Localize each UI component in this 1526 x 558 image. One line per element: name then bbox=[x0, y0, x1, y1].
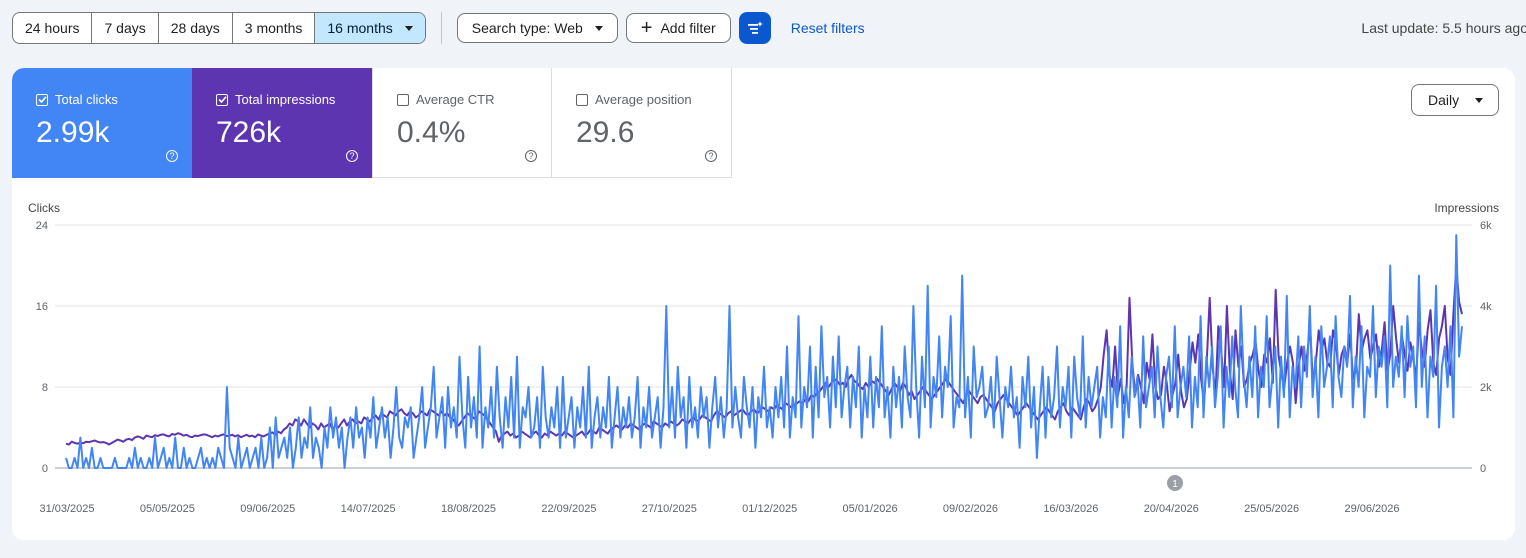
metric-value: 29.6 bbox=[576, 116, 635, 149]
metric-label: Total clicks bbox=[55, 92, 118, 107]
metric-value: 726k bbox=[216, 116, 282, 149]
range-7-days[interactable]: 7 days bbox=[92, 13, 159, 43]
right-tick-label: 4k bbox=[1480, 301, 1492, 313]
metric-value: 0.4% bbox=[397, 116, 466, 149]
x-axis-label: 01/12/2025 bbox=[742, 503, 797, 515]
left-tick-label: 16 bbox=[36, 301, 48, 313]
granularity-dropdown[interactable]: Daily bbox=[1411, 84, 1499, 116]
series-lines bbox=[65, 234, 1463, 469]
performance-card: Total clicks 2.99k ? Total impressions 7… bbox=[12, 68, 1515, 540]
checkbox-checked-icon bbox=[216, 93, 228, 106]
annotation-badge-circle bbox=[1167, 475, 1183, 491]
grid-lines bbox=[55, 224, 1472, 469]
add-filter-button[interactable]: + Add filter bbox=[625, 13, 731, 43]
caret-down-icon bbox=[1475, 97, 1484, 103]
metric-label: Average position bbox=[595, 92, 692, 107]
left-tick-label: 8 bbox=[42, 382, 48, 394]
right-tick-label: 2k bbox=[1480, 382, 1492, 394]
last-update-text: Last update: 5.5 hours ago bbox=[1361, 20, 1526, 36]
range-3-months[interactable]: 3 months bbox=[233, 13, 316, 43]
x-axis-label: 27/10/2025 bbox=[642, 503, 697, 515]
metric-label-row: Average CTR bbox=[397, 92, 495, 107]
caret-down-icon bbox=[594, 25, 603, 31]
help-icon[interactable]: ? bbox=[346, 150, 358, 162]
help-icon[interactable]: ? bbox=[525, 150, 537, 162]
x-axis-label: 14/07/2025 bbox=[341, 503, 396, 515]
left-axis-title: Clicks bbox=[28, 201, 60, 215]
help-icon[interactable]: ? bbox=[705, 150, 717, 162]
x-axis-label: 29/06/2026 bbox=[1344, 503, 1399, 515]
toolbar-divider bbox=[440, 12, 442, 44]
date-range-selector: 24 hours 7 days 28 days 3 months 16 mont… bbox=[12, 12, 426, 44]
annotation-badge-label: 1 bbox=[1172, 479, 1178, 490]
caret-down-icon bbox=[404, 25, 413, 31]
range-16-months[interactable]: 16 months bbox=[315, 13, 425, 43]
x-axis-label: 16/03/2026 bbox=[1043, 503, 1098, 515]
left-tick-label: 24 bbox=[36, 220, 48, 232]
x-axis-label: 18/08/2025 bbox=[441, 503, 496, 515]
filter-sparkle-icon bbox=[747, 21, 763, 34]
right-axis-title: Impressions bbox=[1434, 201, 1499, 215]
help-icon[interactable]: ? bbox=[166, 150, 178, 162]
annotation-marker[interactable]: 1 bbox=[1167, 475, 1183, 491]
add-filter-label: Add filter bbox=[660, 20, 716, 36]
range-16-months-label: 16 months bbox=[327, 20, 393, 36]
filter-toolbar: 24 hours 7 days 28 days 3 months 16 mont… bbox=[12, 12, 1526, 44]
left-tick-label: 0 bbox=[42, 463, 48, 475]
metric-label-row: Average position bbox=[576, 92, 692, 107]
checkbox-unchecked-icon bbox=[397, 93, 409, 106]
x-axis-label: 20/04/2026 bbox=[1144, 503, 1199, 515]
range-28-days[interactable]: 28 days bbox=[159, 13, 233, 43]
x-axis-label: 09/02/2026 bbox=[943, 503, 998, 515]
search-type-dropdown[interactable]: Search type: Web bbox=[456, 13, 618, 43]
metric-total-clicks[interactable]: Total clicks 2.99k ? bbox=[12, 68, 192, 178]
x-axis-label: 31/03/2025 bbox=[39, 503, 94, 515]
x-axis-label: 22/09/2025 bbox=[541, 503, 596, 515]
series-line-clicks bbox=[65, 234, 1463, 469]
metric-average-ctr[interactable]: Average CTR 0.4% ? bbox=[372, 68, 552, 178]
checkbox-checked-icon bbox=[36, 93, 48, 106]
granularity-label: Daily bbox=[1428, 92, 1460, 108]
metric-average-position[interactable]: Average position 29.6 ? bbox=[552, 68, 732, 178]
metric-label: Total impressions bbox=[235, 92, 336, 107]
metric-label-row: Total impressions bbox=[216, 92, 335, 107]
x-axis-label: 05/05/2025 bbox=[140, 503, 195, 515]
x-axis-labels: 31/03/2025 05/05/2025 09/06/2025 14/07/2025… bbox=[39, 503, 1399, 515]
performance-chart: Clicks Impressions 24 6k 16 4k 8 2k 0 0 31/03/2… bbox=[28, 201, 1499, 515]
right-tick-label: 6k bbox=[1480, 220, 1492, 232]
metric-label-row: Total clicks bbox=[36, 92, 118, 107]
range-24-hours[interactable]: 24 hours bbox=[13, 13, 93, 43]
metric-total-impressions[interactable]: Total impressions 726k ? bbox=[192, 68, 372, 178]
filter-settings-button[interactable] bbox=[738, 12, 771, 44]
metric-value: 2.99k bbox=[36, 116, 110, 149]
axis-ticks: 24 6k 16 4k 8 2k 0 0 bbox=[36, 220, 1492, 475]
x-axis-label: 09/06/2025 bbox=[240, 503, 295, 515]
metric-label: Average CTR bbox=[416, 92, 495, 107]
search-type-label: Search type: Web bbox=[471, 20, 583, 36]
checkbox-unchecked-icon bbox=[576, 93, 588, 106]
right-tick-label: 0 bbox=[1480, 463, 1486, 475]
reset-filters-link[interactable]: Reset filters bbox=[790, 20, 865, 36]
x-axis-label: 25/05/2026 bbox=[1244, 503, 1299, 515]
plus-icon: + bbox=[640, 17, 653, 39]
x-axis-label: 05/01/2026 bbox=[843, 503, 898, 515]
